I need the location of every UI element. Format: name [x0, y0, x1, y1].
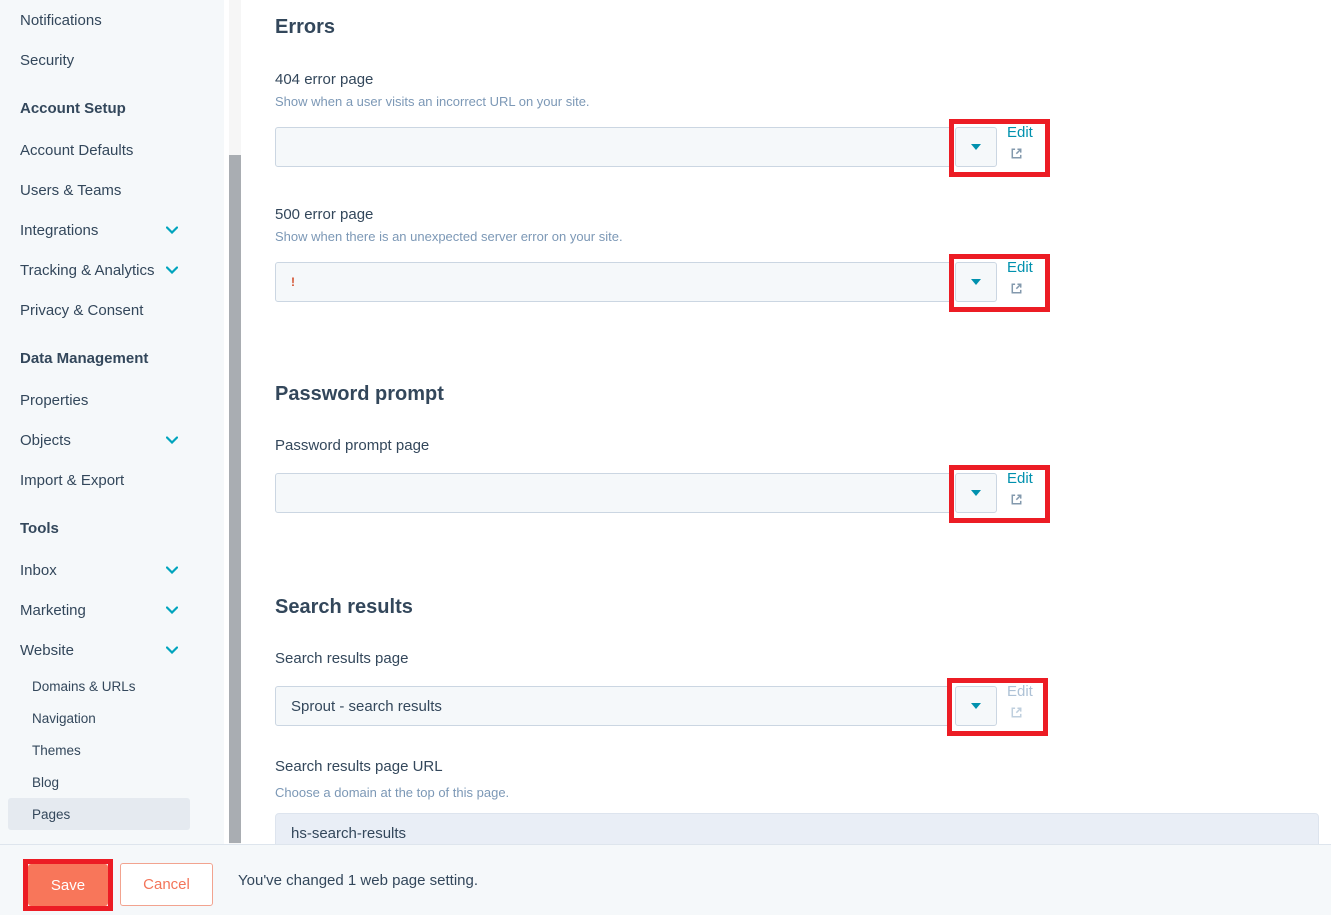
field-label-search-url: Search results page URL: [275, 758, 443, 775]
sidebar-item-label: Properties: [20, 391, 89, 409]
field-help-404: Show when a user visits an incorrect URL…: [275, 94, 590, 109]
cancel-button[interactable]: Cancel: [120, 863, 213, 906]
sidebar-item-privacy-consent[interactable]: Privacy & Consent: [0, 290, 224, 330]
sidebar-item-themes[interactable]: Themes: [0, 734, 224, 766]
edit-controls-500: Edit: [1007, 259, 1033, 296]
sidebar-item-inbox[interactable]: Inbox: [0, 550, 224, 590]
edit-controls-search: Edit: [1007, 683, 1033, 720]
section-title-search-results: Search results: [275, 596, 413, 618]
chevron-down-icon: [166, 266, 178, 274]
sidebar-item-blog[interactable]: Blog: [0, 766, 224, 798]
field-row-500: ! Edit: [275, 254, 1331, 312]
sidebar-item-label: Tracking & Analytics: [20, 261, 155, 279]
field-label-404: 404 error page: [275, 71, 374, 88]
edit-controls-404: Edit: [1007, 124, 1033, 161]
edit-link-disabled[interactable]: Edit: [1007, 683, 1033, 700]
sidebar-item-account-defaults[interactable]: Account Defaults: [0, 130, 224, 170]
sidebar-item-users-teams[interactable]: Users & Teams: [0, 170, 224, 210]
save-button[interactable]: Save: [28, 864, 108, 906]
external-link-icon[interactable]: [1009, 146, 1024, 161]
sidebar-item-label: Account Defaults: [20, 141, 134, 159]
settings-sidebar: Notifications Security Account Setup Acc…: [0, 0, 224, 844]
caret-down-icon: [971, 279, 981, 285]
section-title-password-prompt: Password prompt: [275, 383, 444, 405]
caret-down-icon: [971, 490, 981, 496]
sidebar-header-label: Tools: [20, 519, 59, 537]
vertical-scrollbar-track[interactable]: [229, 0, 241, 844]
sidebar-item-label: Objects: [20, 431, 71, 449]
sidebar-item-label: Users & Teams: [20, 181, 122, 199]
sidebar-item-label: Inbox: [20, 561, 57, 579]
page-select-search[interactable]: Sprout - search results: [275, 686, 952, 726]
sidebar-header-label: Data Management: [20, 349, 149, 367]
edit-controls-password: Edit: [1007, 470, 1033, 507]
field-label-search-page: Search results page: [275, 650, 409, 667]
sidebar-item-domains-urls[interactable]: Domains & URLs: [0, 670, 224, 702]
unsaved-changes-status: You've changed 1 web page setting.: [238, 872, 478, 889]
sidebar-item-marketing[interactable]: Marketing: [0, 590, 224, 630]
vertical-scrollbar-thumb[interactable]: [229, 155, 241, 843]
sidebar-item-pages[interactable]: Pages: [8, 798, 190, 830]
sidebar-header-data-management: Data Management: [0, 340, 224, 376]
sidebar-item-navigation[interactable]: Navigation: [0, 702, 224, 734]
sidebar-header-tools: Tools: [0, 510, 224, 546]
page-select-search-value: Sprout - search results: [291, 697, 442, 715]
sidebar-item-label: Themes: [32, 742, 81, 758]
external-link-icon[interactable]: [1009, 705, 1024, 720]
sidebar-item-label: Marketing: [20, 601, 86, 619]
sidebar-item-label: Domains & URLs: [32, 678, 136, 694]
page-select-password-caret-button[interactable]: [955, 473, 997, 513]
page-select-404-caret-button[interactable]: [955, 127, 997, 167]
chevron-down-icon: [166, 226, 178, 234]
external-link-icon[interactable]: [1009, 492, 1024, 507]
chevron-down-icon: [166, 606, 178, 614]
page-select-500-caret-button[interactable]: [955, 262, 997, 302]
chevron-down-icon: [166, 646, 178, 654]
sidebar-item-label: Security: [20, 51, 75, 69]
caret-down-icon: [971, 703, 981, 709]
sidebar-item-notifications[interactable]: Notifications: [0, 0, 224, 40]
page-select-500[interactable]: !: [275, 262, 952, 302]
sidebar-item-tracking-analytics[interactable]: Tracking & Analytics: [0, 250, 224, 290]
sidebar-item-label: Navigation: [32, 710, 96, 726]
page-select-500-value: !: [291, 275, 295, 289]
sidebar-item-properties[interactable]: Properties: [0, 380, 224, 420]
sidebar-item-website[interactable]: Website: [0, 630, 224, 670]
external-link-icon[interactable]: [1009, 281, 1024, 296]
sidebar-item-security[interactable]: Security: [0, 40, 224, 80]
save-bar: Save Cancel You've changed 1 web page se…: [0, 844, 1331, 915]
chevron-down-icon: [166, 436, 178, 444]
section-title-errors: Errors: [275, 16, 336, 38]
sidebar-item-label: Website: [20, 641, 74, 659]
edit-link[interactable]: Edit: [1007, 470, 1033, 487]
field-help-search-url: Choose a domain at the top of this page.: [275, 785, 510, 800]
search-results-url-value: hs-search-results: [291, 824, 407, 842]
sidebar-item-label: Pages: [32, 806, 71, 822]
field-help-500: Show when there is an unexpected server …: [275, 229, 623, 244]
sidebar-item-label: Blog: [32, 774, 60, 790]
sidebar-item-objects[interactable]: Objects: [0, 420, 224, 460]
field-row-404: Edit: [275, 119, 1331, 177]
field-row-password: Edit: [275, 465, 1331, 523]
caret-down-icon: [971, 144, 981, 150]
field-label-500: 500 error page: [275, 206, 374, 223]
sidebar-item-label: Integrations: [20, 221, 99, 239]
page-select-password[interactable]: [275, 473, 952, 513]
sidebar-header-label: Account Setup: [20, 99, 126, 117]
edit-link[interactable]: Edit: [1007, 124, 1033, 141]
edit-link[interactable]: Edit: [1007, 259, 1033, 276]
chevron-down-icon: [166, 566, 178, 574]
sidebar-item-integrations[interactable]: Integrations: [0, 210, 224, 250]
sidebar-item-import-export[interactable]: Import & Export: [0, 460, 224, 500]
sidebar-header-account-setup: Account Setup: [0, 90, 224, 126]
sidebar-item-label: Notifications: [20, 11, 102, 29]
page-select-search-caret-button[interactable]: [955, 686, 997, 726]
page-select-404[interactable]: [275, 127, 952, 167]
sidebar-item-label: Import & Export: [20, 471, 125, 489]
sidebar-item-label: Privacy & Consent: [20, 301, 144, 319]
field-row-search-page: Sprout - search results Edit: [275, 678, 1331, 736]
field-label-password-page: Password prompt page: [275, 437, 430, 454]
